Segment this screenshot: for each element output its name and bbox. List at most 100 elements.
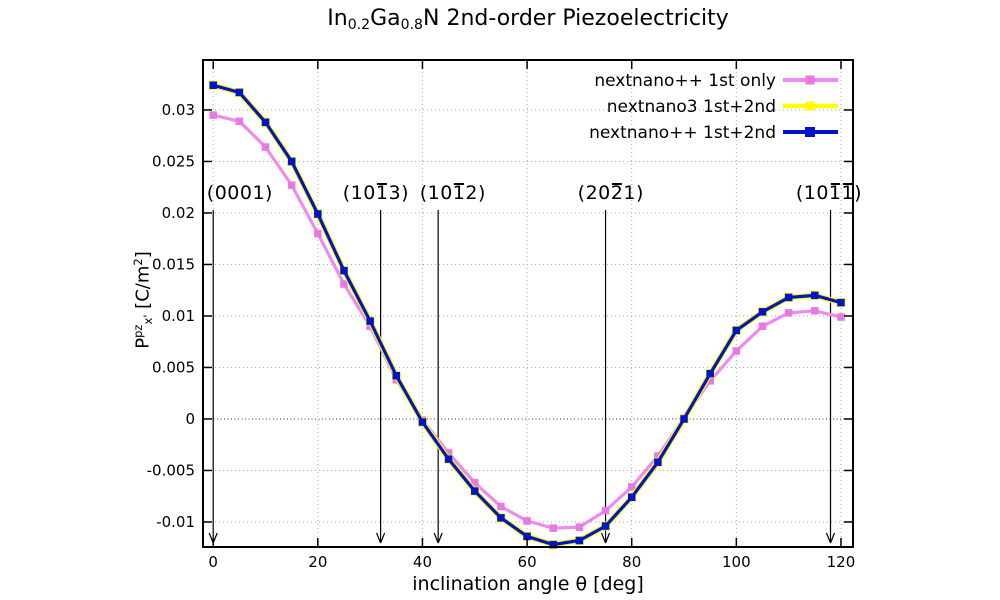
annotation-arrowhead	[604, 532, 611, 544]
text-part: [C/m	[132, 265, 154, 315]
series-0	[209, 111, 845, 532]
plane-label: (0001)	[207, 182, 273, 204]
series-marker-0	[523, 517, 531, 525]
series-marker-2	[314, 210, 322, 218]
text-part: ]	[132, 251, 154, 259]
series-1	[208, 80, 846, 550]
series-marker-2	[837, 298, 845, 307]
y-tick-label: 0.01	[162, 307, 195, 325]
barred-char: 1	[452, 182, 466, 204]
series-marker-2	[680, 415, 688, 423]
text-part: (10	[795, 182, 829, 204]
series-marker-0	[444, 449, 453, 457]
annotation-arrowhead	[829, 532, 836, 544]
series-marker-0	[235, 117, 244, 126]
x-tick-label: 80	[622, 553, 641, 571]
plane-label: (1013)	[343, 182, 409, 204]
annotation-arrows	[208, 210, 836, 544]
series-marker-2	[549, 540, 557, 549]
series-marker-0	[575, 523, 584, 531]
annotation-arrowhead	[376, 532, 382, 544]
series-2	[209, 81, 845, 549]
legend-item-0: nextnano++ 1st only	[594, 71, 838, 91]
series-marker-2	[444, 455, 453, 463]
series-marker-2	[811, 291, 819, 300]
series-marker-0	[837, 313, 845, 321]
series	[208, 80, 846, 550]
series-marker-0	[287, 181, 296, 189]
text-part: 3)	[388, 182, 409, 204]
annotation-arrowhead	[433, 532, 439, 544]
series-marker-0	[209, 111, 217, 119]
series-line-1	[212, 82, 842, 548]
legend-label: nextnano3 1st+2nd	[607, 97, 776, 117]
series-marker-2	[392, 371, 401, 380]
x-tick-label: 20	[308, 553, 327, 571]
series-marker-2	[235, 88, 244, 97]
text-part: Ga	[370, 6, 401, 31]
y-tick-label: 0.03	[162, 101, 195, 119]
text-part: (0001)	[206, 182, 273, 204]
text-part: 0.2	[347, 16, 371, 33]
series-marker-2	[340, 266, 348, 275]
series-marker-2	[366, 317, 374, 325]
y-tick-label: 0	[185, 410, 195, 428]
plot-border	[202, 59, 854, 548]
text-part: x'	[140, 314, 155, 325]
series-marker-2	[627, 493, 636, 501]
legend-marker-sample	[805, 75, 815, 85]
x-tick-label: 100	[722, 553, 751, 571]
text-part: N 2nd-order Piezoelectricity	[423, 6, 729, 31]
plane-label: (1012)	[420, 182, 486, 204]
series-marker-2	[784, 293, 793, 302]
series-marker-2	[471, 487, 479, 495]
chart-title: In0.2Ga0.8N 2nd-order Piezoelectricity	[327, 6, 728, 33]
y-tick-label: 0.025	[152, 152, 195, 170]
legend-marker-sample	[805, 101, 815, 111]
y-tick-label: 0.015	[152, 255, 195, 273]
barred-char: 1	[841, 182, 855, 204]
series-marker-0	[784, 309, 793, 317]
legend-marker-sample	[805, 127, 815, 137]
x-axis-label: inclination angle θ [deg]	[412, 573, 644, 595]
series-marker-0	[471, 479, 479, 487]
text-part: 1)	[623, 182, 644, 204]
text-part: (10	[419, 182, 453, 204]
x-tick-label: 0	[208, 553, 218, 571]
series-marker-2	[654, 458, 662, 466]
text-part: 0.8	[400, 16, 424, 33]
text-part: 2	[131, 258, 146, 266]
series-marker-0	[261, 143, 270, 151]
series-marker-2	[418, 418, 427, 426]
x-tick-label: 120	[827, 553, 856, 571]
barred-char: 1	[375, 182, 389, 204]
y-tick-label: 0.005	[152, 358, 195, 376]
barred-char: 1	[828, 182, 842, 204]
text-part: )	[854, 182, 863, 204]
series-marker-0	[314, 229, 322, 238]
series-marker-0	[340, 280, 348, 288]
legend-label: nextnano++ 1st only	[594, 71, 776, 91]
barred-char: 2	[610, 182, 624, 204]
series-marker-2	[261, 118, 270, 127]
plane-label: (2021)	[578, 182, 644, 204]
x-tick-label: 60	[518, 553, 537, 571]
text-part: 2)	[465, 182, 486, 204]
text-part: P	[132, 337, 154, 349]
series-marker-0	[732, 347, 741, 355]
series-marker-2	[575, 536, 584, 545]
series-marker-2	[758, 308, 767, 316]
legend-item-1: nextnano3 1st+2nd	[607, 97, 838, 117]
y-tick-label: -0.005	[147, 461, 195, 479]
series-marker-2	[497, 514, 505, 522]
series-marker-0	[758, 322, 767, 331]
text-part: (20	[577, 182, 611, 204]
series-marker-2	[209, 81, 217, 89]
series-line-2	[212, 83, 842, 547]
series-marker-0	[706, 377, 714, 385]
series-marker-2	[601, 522, 610, 530]
annotation-arrowhead	[600, 532, 607, 544]
y-tick-label: 0.02	[162, 204, 195, 222]
